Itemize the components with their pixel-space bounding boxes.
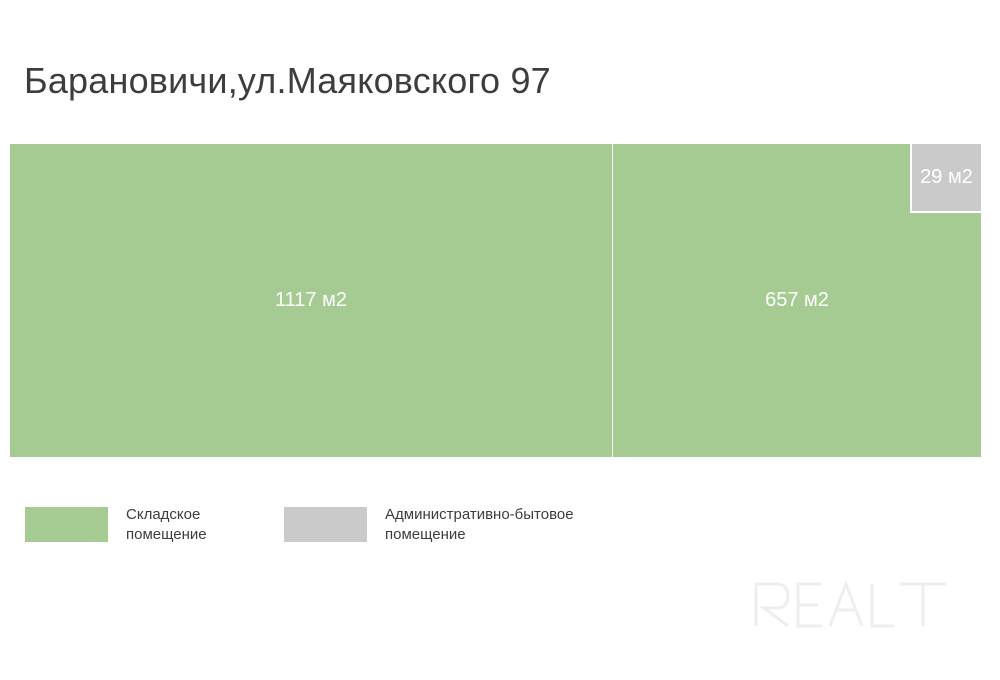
tile-value-label: 1117 м2: [275, 289, 347, 311]
realt-logo-icon: [754, 579, 946, 628]
legend-label-warehouse: Складское помещение: [126, 506, 207, 543]
treemap-chart: 1117 м2 657 м2 29 м2: [10, 144, 981, 457]
legend-label-admin: Административно-бытовое помещение: [385, 506, 574, 543]
tile-value-label: 657 м2: [765, 289, 829, 311]
treemap-tile: 1117 м2: [10, 144, 612, 457]
page-title: Барановичи,ул.Маяковского 97: [24, 60, 551, 101]
legend: Складское помещение Административно-быто…: [25, 505, 725, 555]
tile-value-label: 29 м2: [920, 166, 973, 188]
legend-swatch-admin: [284, 507, 367, 542]
legend-swatch-warehouse: [25, 507, 108, 542]
treemap-tile: 29 м2: [910, 144, 981, 213]
